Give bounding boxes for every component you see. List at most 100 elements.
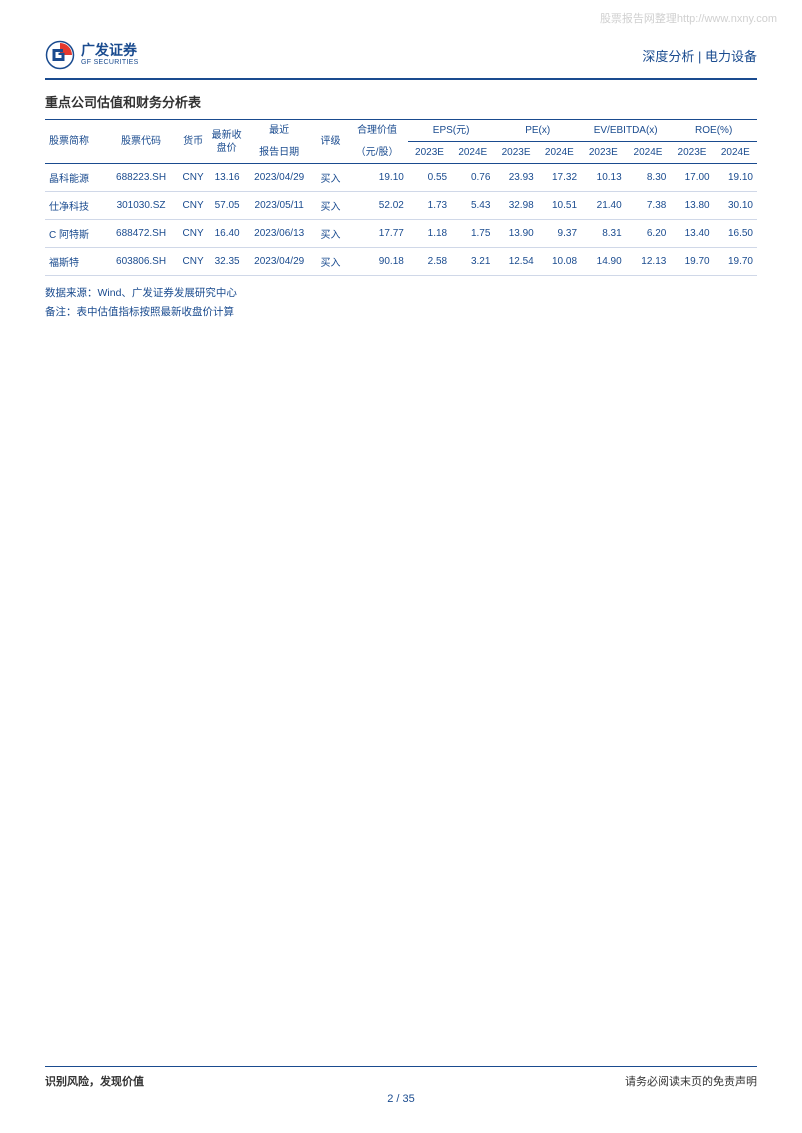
cell-pe23: 12.54 <box>494 248 537 276</box>
cell-fair: 90.18 <box>346 248 408 276</box>
table-row: 福斯特603806.SHCNY32.352023/04/29买入90.182.5… <box>45 248 757 276</box>
cell-currency: CNY <box>177 220 210 248</box>
col-pe-2023: 2023E <box>494 142 537 164</box>
col-ev-2023: 2023E <box>581 142 626 164</box>
page-footer: 识别风险，发现价值 请务必阅读末页的免责声明 2 / 35 <box>45 1066 757 1105</box>
col-eps-2024: 2024E <box>451 142 494 164</box>
logo-text-en: GF SECURITIES <box>81 59 139 67</box>
note-remark: 备注：表中估值指标按照最新收盘价计算 <box>45 303 757 322</box>
cell-rating: 买入 <box>315 192 347 220</box>
cell-name: 福斯特 <box>45 248 106 276</box>
cell-ev24: 12.13 <box>626 248 671 276</box>
col-fair-value-sub: （元/股） <box>346 142 408 164</box>
cell-pe23: 32.98 <box>494 192 537 220</box>
section-title: 重点公司估值和财务分析表 <box>45 92 757 111</box>
col-stock-code: 股票代码 <box>106 120 177 164</box>
cell-roe23: 13.40 <box>670 220 713 248</box>
cell-roe23: 13.80 <box>670 192 713 220</box>
col-report-date: 报告日期 <box>244 142 315 164</box>
cell-roe24: 16.50 <box>714 220 757 248</box>
cell-roe23: 19.70 <box>670 248 713 276</box>
footer-page-number: 2 / 35 <box>45 1093 757 1105</box>
col-roe-group: ROE(%) <box>670 120 757 142</box>
page-total: 35 <box>403 1093 415 1105</box>
cell-date: 2023/05/11 <box>244 192 315 220</box>
logo-text-cn: 广发证券 <box>81 43 139 58</box>
cell-date: 2023/04/29 <box>244 164 315 192</box>
col-fair-value-group: 合理价值 <box>346 120 408 142</box>
cell-close: 32.35 <box>210 248 244 276</box>
cell-fair: 19.10 <box>346 164 408 192</box>
cell-currency: CNY <box>177 164 210 192</box>
cell-close: 57.05 <box>210 192 244 220</box>
col-roe-2023: 2023E <box>670 142 713 164</box>
col-roe-2024: 2024E <box>714 142 757 164</box>
cell-name: C 阿特斯 <box>45 220 106 248</box>
cell-ev23: 21.40 <box>581 192 626 220</box>
cell-rating: 买入 <box>315 220 347 248</box>
page-separator: / <box>393 1093 402 1105</box>
cell-roe23: 17.00 <box>670 164 713 192</box>
cell-eps24: 1.75 <box>451 220 494 248</box>
col-pe-2024: 2024E <box>538 142 581 164</box>
cell-eps23: 1.73 <box>408 192 451 220</box>
col-rating: 评级 <box>315 120 347 164</box>
col-latest-close: 最新收盘价 <box>210 120 244 164</box>
cell-currency: CNY <box>177 192 210 220</box>
header-category: 深度分析 | 电力设备 <box>642 46 757 65</box>
cell-eps24: 3.21 <box>451 248 494 276</box>
cell-fair: 17.77 <box>346 220 408 248</box>
table-header: 股票简称 股票代码 货币 最新收盘价 最近 评级 合理价值 EPS(元) PE(… <box>45 120 757 164</box>
col-stock-name: 股票简称 <box>45 120 106 164</box>
cell-fair: 52.02 <box>346 192 408 220</box>
cell-eps24: 0.76 <box>451 164 494 192</box>
cell-eps23: 2.58 <box>408 248 451 276</box>
table-body: 晶科能源688223.SHCNY13.162023/04/29买入19.100.… <box>45 164 757 276</box>
cell-code: 688223.SH <box>106 164 177 192</box>
col-latest-group: 最近 <box>244 120 315 142</box>
cell-name: 晶科能源 <box>45 164 106 192</box>
table-notes: 数据来源：Wind、广发证券发展研究中心 备注：表中估值指标按照最新收盘价计算 <box>45 284 757 322</box>
footer-right-text: 请务必阅读末页的免责声明 <box>625 1073 757 1089</box>
col-eps-2023: 2023E <box>408 142 451 164</box>
col-eps-group: EPS(元) <box>408 120 495 142</box>
page-header: 广发证券 GF SECURITIES 深度分析 | 电力设备 <box>45 40 757 80</box>
footer-left-text: 识别风险，发现价值 <box>45 1073 144 1089</box>
cell-roe24: 19.70 <box>714 248 757 276</box>
table-row: 仕净科技301030.SZCNY57.052023/05/11买入52.021.… <box>45 192 757 220</box>
cell-close: 16.40 <box>210 220 244 248</box>
cell-pe24: 9.37 <box>538 220 581 248</box>
cell-ev23: 14.90 <box>581 248 626 276</box>
col-evebitda-group: EV/EBITDA(x) <box>581 120 670 142</box>
cell-pe23: 13.90 <box>494 220 537 248</box>
cell-code: 688472.SH <box>106 220 177 248</box>
logo-text-block: 广发证券 GF SECURITIES <box>81 43 139 66</box>
note-source: 数据来源：Wind、广发证券发展研究中心 <box>45 284 757 303</box>
footer-top-row: 识别风险，发现价值 请务必阅读末页的免责声明 <box>45 1073 757 1089</box>
col-ev-2024: 2024E <box>626 142 671 164</box>
cell-code: 603806.SH <box>106 248 177 276</box>
cell-close: 13.16 <box>210 164 244 192</box>
cell-eps23: 0.55 <box>408 164 451 192</box>
cell-pe24: 10.08 <box>538 248 581 276</box>
table-row: 晶科能源688223.SHCNY13.162023/04/29买入19.100.… <box>45 164 757 192</box>
cell-date: 2023/04/29 <box>244 248 315 276</box>
cell-ev24: 7.38 <box>626 192 671 220</box>
cell-currency: CNY <box>177 248 210 276</box>
page-container: 广发证券 GF SECURITIES 深度分析 | 电力设备 重点公司估值和财务… <box>0 0 802 1133</box>
cell-eps23: 1.18 <box>408 220 451 248</box>
cell-date: 2023/06/13 <box>244 220 315 248</box>
cell-pe24: 17.32 <box>538 164 581 192</box>
gf-logo-icon <box>45 40 75 70</box>
cell-roe24: 30.10 <box>714 192 757 220</box>
cell-code: 301030.SZ <box>106 192 177 220</box>
cell-rating: 买入 <box>315 164 347 192</box>
cell-pe23: 23.93 <box>494 164 537 192</box>
cell-rating: 买入 <box>315 248 347 276</box>
cell-pe24: 10.51 <box>538 192 581 220</box>
cell-ev24: 6.20 <box>626 220 671 248</box>
company-logo: 广发证券 GF SECURITIES <box>45 40 139 70</box>
table-row: C 阿特斯688472.SHCNY16.402023/06/13买入17.771… <box>45 220 757 248</box>
cell-eps24: 5.43 <box>451 192 494 220</box>
cell-ev23: 8.31 <box>581 220 626 248</box>
